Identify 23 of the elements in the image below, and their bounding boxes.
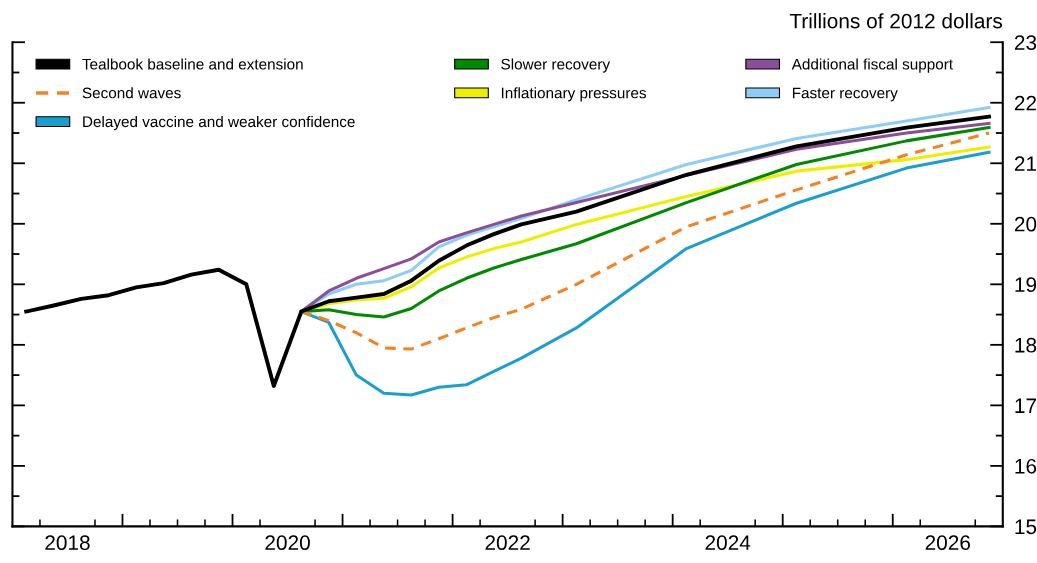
legend-label: Slower recovery	[501, 58, 611, 73]
x-tick-label: 2026	[925, 535, 971, 551]
y-tick-label: 21	[1014, 156, 1037, 171]
y-tick-label: 23	[1014, 35, 1037, 50]
legend-label: Delayed vaccine and weaker confidence	[83, 115, 355, 131]
legend-label: Faster recovery	[792, 87, 898, 102]
y-tick-label: 16	[1015, 458, 1037, 474]
legend-label: Tealbook baseline and extension	[82, 58, 303, 70]
y-tick-label: 22	[1014, 95, 1037, 111]
y-tick-label: 19	[1015, 277, 1037, 293]
y-axis-title: Trillions of 2012 dollars	[789, 13, 1003, 29]
legend-label: Inflationary pressures	[501, 87, 647, 102]
y-tick-label: 18	[1015, 337, 1037, 353]
line-series	[24, 114, 991, 388]
y-tick-label: 17	[1015, 398, 1037, 413]
y-tick-label: 15	[1015, 519, 1037, 535]
x-tick-label: 2022	[485, 535, 530, 551]
x-tick-label: 2018	[45, 535, 90, 551]
legend-label: Second waves	[82, 87, 181, 99]
legend-label: Additional fiscal support	[791, 58, 953, 73]
x-tick-label: 2024	[705, 535, 751, 551]
y-tick-label: 20	[1014, 216, 1037, 232]
x-tick-label: 2020	[265, 535, 310, 551]
